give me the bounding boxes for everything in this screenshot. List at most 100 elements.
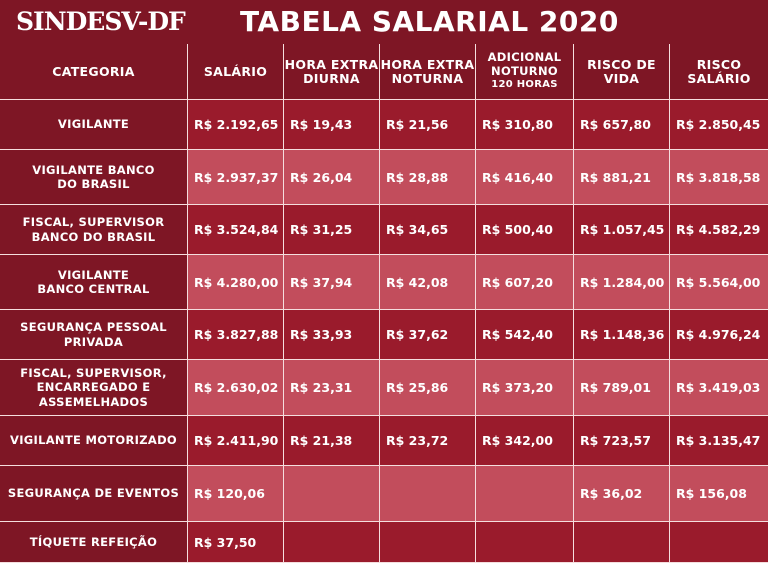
category-label: SEGURANÇA DE EVENTOS: [7, 486, 180, 501]
column-header-label: VIDA: [603, 70, 640, 86]
column-header-risco-salario: RISCO SALÁRIO: [670, 44, 768, 100]
value-cell-risco-salario: R$ 3.419,03: [670, 360, 768, 416]
value-cell-hora-diurna: R$ 23,31: [284, 360, 380, 416]
category-cell: SEGURANÇA PESSOAL PRIVADA: [0, 310, 188, 360]
column-header-label: HORA EXTRA: [284, 56, 379, 72]
value-cell-hora-diurna: [284, 522, 380, 563]
value-cell-hora-noturna: R$ 34,65: [380, 205, 476, 255]
category-label: FISCAL, SUPERVISOR: [22, 215, 165, 229]
column-header-adicional-noturno: ADICIONAL NOTURNO 120 HORAS: [476, 44, 574, 100]
value-cell-hora-diurna: R$ 21,38: [284, 416, 380, 466]
value-cell-adicional: R$ 416,40: [476, 150, 574, 205]
category-label: VIGILANTE MOTORIZADO: [10, 433, 177, 448]
category-label: VIGILANTE: [57, 117, 130, 132]
category-cell: VIGILANTE BANCO DO BRASIL: [0, 150, 188, 205]
value-cell-salario: R$ 2.937,37: [188, 150, 284, 205]
value-cell-hora-diurna: [284, 466, 380, 522]
value-cell-risco-vida: R$ 36,02: [574, 466, 670, 522]
value-cell-hora-noturna: R$ 25,86: [380, 360, 476, 416]
category-label: VIGILANTE BANCO: [32, 162, 155, 177]
category-label: FISCAL, SUPERVISOR,: [20, 365, 167, 380]
value-cell-risco-vida: R$ 1.284,00: [574, 255, 670, 310]
value-cell-adicional: [476, 466, 574, 522]
page-header: SINDESV-DF TABELA SALARIAL 2020: [0, 0, 768, 44]
value-cell-adicional: [476, 522, 574, 563]
category-label: ENCARREGADO E: [36, 380, 151, 395]
column-header-label: RISCO DE: [587, 56, 656, 72]
column-header-label: 120 HORAS: [491, 79, 558, 91]
category-cell: VIGILANTE: [0, 100, 188, 150]
value-cell-hora-diurna: R$ 26,04: [284, 150, 380, 205]
value-cell-adicional: R$ 373,20: [476, 360, 574, 416]
category-cell: FISCAL, SUPERVISOR, ENCARREGADO E ASSEMELH…: [0, 360, 188, 416]
value-cell-adicional: R$ 607,20: [476, 255, 574, 310]
value-cell-hora-noturna: [380, 522, 476, 563]
column-header-categoria: CATEGORIA: [0, 44, 188, 100]
value-cell-salario: R$ 2.630,02: [188, 360, 284, 416]
column-header-label: CATEGORIA: [52, 63, 135, 79]
value-cell-salario: R$ 4.280,00: [188, 255, 284, 310]
category-label: VIGILANTE: [57, 267, 130, 282]
value-cell-risco-salario: R$ 3.135,47: [670, 416, 768, 466]
page-title: TABELA SALARIAL 2020: [240, 5, 619, 38]
category-cell: FISCAL, SUPERVISOR BANCO DO BRASIL: [0, 205, 188, 255]
value-cell-hora-noturna: [380, 466, 476, 522]
category-label: PRIVADA: [63, 334, 124, 349]
value-cell-risco-salario: R$ 3.818,58: [670, 150, 768, 205]
column-header-label: HORA EXTRA: [380, 56, 475, 72]
column-header-label: DIURNA: [303, 70, 360, 86]
category-cell: TÍQUETE REFEIÇÃO: [0, 522, 188, 563]
value-cell-risco-vida: R$ 1.148,36: [574, 310, 670, 360]
value-cell-hora-noturna: R$ 37,62: [380, 310, 476, 360]
value-cell-risco-vida: [574, 522, 670, 563]
value-cell-risco-salario: R$ 4.582,29: [670, 205, 768, 255]
category-cell: VIGILANTE BANCO CENTRAL: [0, 255, 188, 310]
category-label: BANCO CENTRAL: [37, 282, 150, 296]
column-header-label: RISCO: [696, 56, 742, 72]
value-cell-hora-diurna: R$ 31,25: [284, 205, 380, 255]
value-cell-salario: R$ 3.524,84: [188, 205, 284, 255]
value-cell-risco-vida: R$ 789,01: [574, 360, 670, 416]
value-cell-adicional: R$ 310,80: [476, 100, 574, 150]
column-header-label: ADICIONAL: [487, 50, 562, 65]
column-header-hora-extra-diurna: HORA EXTRA DIURNA: [284, 44, 380, 100]
value-cell-risco-salario: R$ 156,08: [670, 466, 768, 522]
category-cell: SEGURANÇA DE EVENTOS: [0, 466, 188, 522]
value-cell-hora-noturna: R$ 42,08: [380, 255, 476, 310]
column-header-label: NOTURNO: [491, 63, 558, 78]
sindesv-logo: SINDESV-DF: [16, 7, 186, 36]
column-header-salario: SALÁRIO: [188, 44, 284, 100]
salary-table: CATEGORIA SALÁRIO HORA EXTRA DIURNA HORA…: [0, 44, 768, 563]
value-cell-risco-vida: R$ 657,80: [574, 100, 670, 150]
value-cell-risco-vida: R$ 723,57: [574, 416, 670, 466]
value-cell-risco-vida: R$ 1.057,45: [574, 205, 670, 255]
value-cell-hora-noturna: R$ 28,88: [380, 150, 476, 205]
column-header-label: SALÁRIO: [687, 70, 751, 86]
category-label: SEGURANÇA PESSOAL: [20, 320, 167, 334]
value-cell-salario: R$ 120,06: [188, 466, 284, 522]
value-cell-hora-diurna: R$ 37,94: [284, 255, 380, 310]
column-header-label: SALÁRIO: [203, 63, 268, 79]
value-cell-risco-salario: R$ 2.850,45: [670, 100, 768, 150]
value-cell-hora-noturna: R$ 23,72: [380, 416, 476, 466]
value-cell-adicional: R$ 342,00: [476, 416, 574, 466]
column-header-risco-de-vida: RISCO DE VIDA: [574, 44, 670, 100]
column-header-label: NOTURNA: [391, 70, 464, 86]
value-cell-risco-salario: R$ 4.976,24: [670, 310, 768, 360]
category-cell: VIGILANTE MOTORIZADO: [0, 416, 188, 466]
value-cell-hora-noturna: R$ 21,56: [380, 100, 476, 150]
value-cell-hora-diurna: R$ 33,93: [284, 310, 380, 360]
column-header-hora-extra-noturna: HORA EXTRA NOTURNA: [380, 44, 476, 100]
category-label: BANCO DO BRASIL: [31, 229, 156, 244]
value-cell-risco-salario: [670, 522, 768, 563]
value-cell-risco-vida: R$ 881,21: [574, 150, 670, 205]
value-cell-salario: R$ 2.192,65: [188, 100, 284, 150]
category-label: DO BRASIL: [57, 177, 130, 191]
value-cell-adicional: R$ 500,40: [476, 205, 574, 255]
value-cell-salario: R$ 3.827,88: [188, 310, 284, 360]
value-cell-risco-salario: R$ 5.564,00: [670, 255, 768, 310]
value-cell-salario: R$ 2.411,90: [188, 416, 284, 466]
value-cell-hora-diurna: R$ 19,43: [284, 100, 380, 150]
value-cell-salario: R$ 37,50: [188, 522, 284, 563]
category-label: ASSEMELHADOS: [38, 394, 149, 409]
